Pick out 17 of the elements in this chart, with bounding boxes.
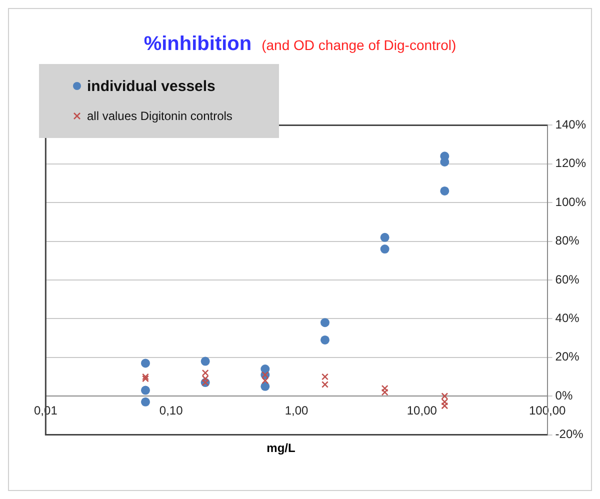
x-tick-label: 0,10	[159, 404, 184, 418]
y-tick-label: 140%	[555, 118, 586, 132]
y-tick-label: 20%	[555, 350, 580, 364]
y-tick-label: 60%	[555, 272, 580, 286]
legend-label: individual vessels	[87, 78, 216, 94]
x-axis-title: mg/L	[266, 441, 296, 455]
y-tick-label: -20%	[555, 427, 584, 442]
y-tick-label: 120%	[555, 156, 586, 170]
legend-label: all values Digitonin controls	[87, 109, 232, 123]
y-tick-label: 100%	[555, 194, 586, 209]
y-tick-label: 0%	[555, 388, 573, 402]
y-tick-label: 40%	[555, 311, 580, 326]
chart-subtitle: (and OD change of Dig-control)	[262, 37, 456, 53]
x-tick-label: 10,00	[406, 404, 438, 418]
chart-title: %inhibition	[144, 33, 252, 55]
x-tick-label: 1,00	[284, 404, 308, 418]
y-tick-label: 80%	[555, 234, 580, 248]
